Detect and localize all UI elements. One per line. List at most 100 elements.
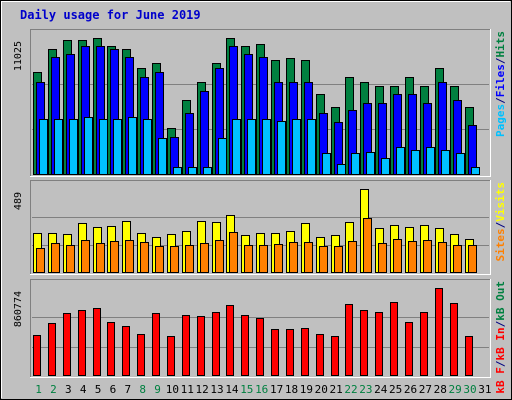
x-tick-day-19: 19 <box>300 383 313 396</box>
bar-kb-kb-in-day-8 <box>137 334 145 376</box>
bar-usage-pages-day-11 <box>188 167 197 175</box>
bar-usage-pages-day-2 <box>54 119 63 175</box>
bar-kb-kb-in-day-25 <box>390 302 398 376</box>
y-axis-max-label-kb: 860774 <box>13 291 24 327</box>
bar-visits-sites-day-4 <box>81 240 90 273</box>
bar-visits-sites-day-26 <box>408 241 417 273</box>
bar-usage-pages-day-27 <box>426 147 435 175</box>
bar-usage-pages-day-26 <box>411 150 420 175</box>
panel-kb: 860774 kB F/kB In/kB Out <box>13 279 507 394</box>
x-tick-day-4: 4 <box>80 383 87 396</box>
legend-entry-1: / <box>494 360 507 367</box>
bar-kb-kb-in-day-16 <box>256 318 264 376</box>
bar-visits-sites-day-11 <box>185 245 194 273</box>
bar-kb-kb-in-day-4 <box>78 310 86 376</box>
x-tick-day-9: 9 <box>154 383 161 396</box>
legend-entry-2: Visits <box>494 182 507 222</box>
bar-kb-kb-in-day-15 <box>241 315 249 376</box>
legend-usage: Pages/Files/Hits <box>494 31 507 137</box>
bar-usage-pages-day-18 <box>292 119 301 175</box>
y-axis-max-label-visits: 489 <box>13 192 24 210</box>
x-tick-day-17: 17 <box>270 383 283 396</box>
bar-visits-sites-day-17 <box>274 244 283 273</box>
x-tick-day-12: 12 <box>196 383 209 396</box>
x-tick-day-14: 14 <box>225 383 239 396</box>
legend-entry-0: Sites <box>494 228 507 261</box>
bar-visits-sites-day-6 <box>110 241 119 273</box>
bar-kb-kb-in-day-26 <box>405 322 413 376</box>
legend-entry-3: / <box>494 320 507 327</box>
bar-visits-sites-day-3 <box>66 245 75 273</box>
bar-usage-pages-day-21 <box>337 164 346 175</box>
bar-visits-sites-day-7 <box>125 240 134 273</box>
bar-visits-sites-day-5 <box>96 243 105 273</box>
x-tick-day-28: 28 <box>434 383 447 396</box>
x-tick-day-5: 5 <box>95 383 102 396</box>
bar-visits-sites-day-18 <box>289 242 298 273</box>
bar-visits-sites-day-12 <box>200 243 209 273</box>
bar-usage-pages-day-29 <box>456 153 465 175</box>
bar-visits-sites-day-10 <box>170 246 179 273</box>
bar-visits-sites-day-25 <box>393 239 402 273</box>
bar-kb-kb-in-day-5 <box>93 308 101 376</box>
bar-kb-kb-in-day-7 <box>122 326 130 376</box>
bar-usage-pages-day-28 <box>441 150 450 175</box>
bar-kb-kb-in-day-22 <box>345 304 353 376</box>
legend-entry-2: Files <box>494 64 507 97</box>
bar-usage-pages-day-23 <box>366 152 375 175</box>
x-axis-day-labels: 1 2 3 4 5 6 7 8 9 10 11 12 13 14 15 16 17 18 19 20 21 22 23 24 2… <box>35 383 491 396</box>
bar-visits-sites-day-1 <box>36 248 45 273</box>
bar-visits-sites-day-30 <box>468 245 477 273</box>
bar-kb-kb-in-day-27 <box>420 312 428 376</box>
bar-usage-pages-day-5 <box>99 119 108 175</box>
bar-visits-sites-day-16 <box>259 245 268 273</box>
bar-visits-sites-day-9 <box>155 246 164 273</box>
bar-kb-kb-in-day-13 <box>212 312 220 376</box>
legend-entry-1: / <box>494 97 507 104</box>
bar-usage-pages-day-20 <box>322 153 331 175</box>
bar-visits-sites-day-20 <box>319 246 328 273</box>
bar-visits-sites-day-14 <box>229 232 238 273</box>
legend-kb: kB F/kB In/kB Out <box>494 281 507 394</box>
bar-usage-pages-day-16 <box>262 119 271 175</box>
bar-usage-pages-day-9 <box>158 138 167 175</box>
bar-usage-pages-day-1 <box>39 119 48 175</box>
legend-entry-0: Pages <box>494 104 507 137</box>
legend-entry-1: / <box>494 221 507 228</box>
bar-visits-sites-day-8 <box>140 242 149 273</box>
bar-usage-pages-day-30 <box>471 167 480 175</box>
x-tick-day-6: 6 <box>110 383 117 396</box>
x-tick-day-11: 11 <box>181 383 194 396</box>
bar-kb-kb-in-day-10 <box>167 336 175 376</box>
legend-entry-4: Hits <box>494 31 507 58</box>
bar-visits-sites-day-28 <box>438 242 447 273</box>
x-tick-day-26: 26 <box>404 383 417 396</box>
bar-visits-sites-day-23 <box>363 218 372 273</box>
bar-usage-files-day-11 <box>185 113 194 175</box>
y-axis-max-label-usage: 11025 <box>13 41 24 71</box>
legend-entry-0: kB F <box>494 367 507 394</box>
bar-usage-pages-day-10 <box>173 167 182 175</box>
bar-usage-pages-day-7 <box>128 117 137 175</box>
legend-entry-3: / <box>494 57 507 64</box>
x-tick-day-10: 10 <box>166 383 179 396</box>
x-tick-day-20: 20 <box>315 383 328 396</box>
bar-kb-kb-in-day-3 <box>63 313 71 376</box>
bar-visits-sites-day-29 <box>453 245 462 273</box>
x-tick-day-25: 25 <box>389 383 402 396</box>
legend-visits: Sites/Visits <box>494 182 507 262</box>
bar-usage-pages-day-12 <box>203 167 212 175</box>
bar-usage-pages-day-4 <box>84 117 93 175</box>
bar-visits-sites-day-19 <box>304 242 313 273</box>
bar-kb-kb-in-day-11 <box>182 315 190 376</box>
x-tick-day-13: 13 <box>210 383 223 396</box>
x-tick-day-21: 21 <box>329 383 342 396</box>
x-tick-day-7: 7 <box>124 383 131 396</box>
bar-usage-pages-day-17 <box>277 121 286 175</box>
bar-kb-kb-in-day-21 <box>331 336 339 376</box>
x-tick-day-23: 23 <box>359 383 372 396</box>
x-tick-day-8: 8 <box>139 383 146 396</box>
bar-usage-pages-day-24 <box>381 158 390 175</box>
bar-usage-pages-day-22 <box>351 153 360 175</box>
